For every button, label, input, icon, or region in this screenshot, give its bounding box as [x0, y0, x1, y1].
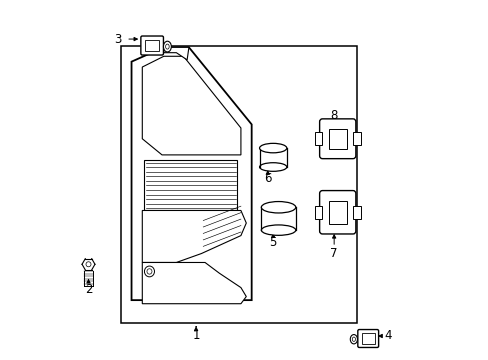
Polygon shape — [131, 47, 251, 300]
Text: 6: 6 — [264, 172, 271, 185]
Ellipse shape — [259, 143, 286, 153]
Ellipse shape — [351, 337, 355, 341]
Text: 7: 7 — [330, 247, 337, 260]
Bar — [352, 132, 360, 145]
FancyBboxPatch shape — [319, 119, 355, 159]
Ellipse shape — [165, 44, 169, 49]
Polygon shape — [142, 262, 246, 304]
Text: 4: 4 — [384, 329, 391, 342]
Bar — [121, 45, 357, 323]
Polygon shape — [142, 56, 241, 155]
Polygon shape — [163, 47, 188, 60]
Text: 5: 5 — [269, 236, 276, 249]
Ellipse shape — [147, 269, 152, 274]
Text: 1: 1 — [192, 329, 200, 342]
Ellipse shape — [86, 262, 91, 267]
FancyBboxPatch shape — [141, 36, 163, 55]
Ellipse shape — [261, 225, 295, 235]
Bar — [314, 206, 322, 219]
Text: 3: 3 — [114, 32, 122, 46]
FancyBboxPatch shape — [357, 329, 378, 347]
Ellipse shape — [349, 334, 357, 344]
Bar — [361, 333, 374, 344]
Bar — [328, 129, 346, 149]
Bar — [145, 40, 159, 51]
Ellipse shape — [261, 202, 295, 213]
Bar — [314, 132, 322, 145]
Polygon shape — [142, 211, 246, 262]
Bar — [144, 160, 237, 211]
Bar — [328, 201, 346, 224]
Bar — [352, 206, 360, 219]
Ellipse shape — [259, 163, 286, 171]
Ellipse shape — [163, 41, 171, 52]
FancyBboxPatch shape — [319, 190, 355, 234]
Text: 8: 8 — [330, 109, 337, 122]
Text: 2: 2 — [84, 283, 92, 296]
Ellipse shape — [144, 266, 154, 277]
